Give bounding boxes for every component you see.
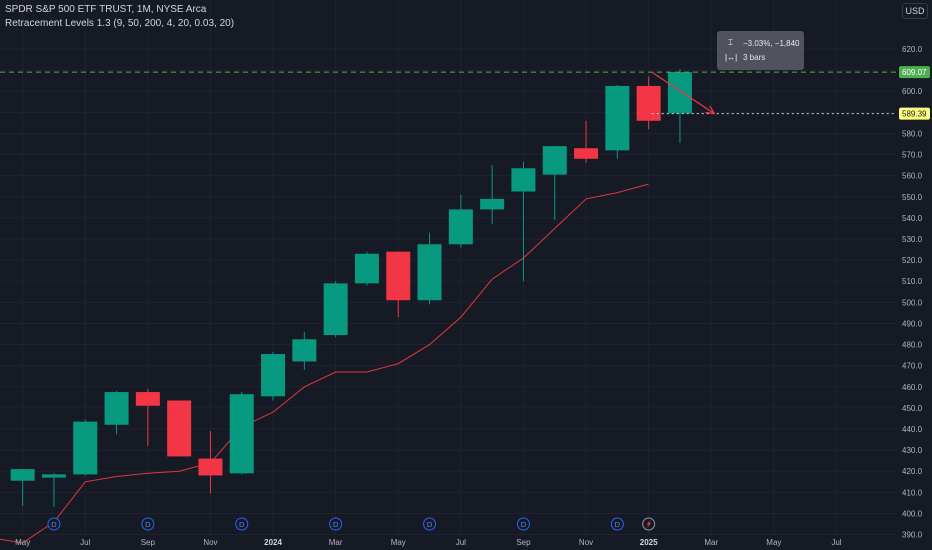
- candle-body[interactable]: [41, 474, 66, 478]
- dividend-marker-icon[interactable]: [516, 517, 530, 531]
- dividend-marker-icon[interactable]: [329, 517, 343, 531]
- dividend-marker-icon[interactable]: [423, 517, 437, 531]
- indicator-legend[interactable]: Retracement Levels 1.3 (9, 50, 200, 4, 2…: [5, 18, 235, 29]
- target-price-tag: 589.39: [902, 110, 927, 119]
- candle-body[interactable]: [636, 85, 661, 121]
- y-tick-label: 520.0: [902, 256, 923, 265]
- measure-bars-text: 3 bars: [743, 53, 766, 62]
- dividend-marker-label: D: [145, 520, 151, 529]
- x-tick-label: 2025: [640, 538, 658, 547]
- candle-body[interactable]: [292, 339, 317, 362]
- y-tick-label: 600.0: [902, 87, 923, 96]
- x-tick-label: Sep: [516, 538, 531, 547]
- y-tick-label: 410.0: [902, 488, 923, 497]
- y-tick-label: 480.0: [902, 341, 923, 350]
- y-tick-label: 510.0: [902, 277, 923, 286]
- x-tick-label: May: [766, 538, 781, 547]
- x-tick-label: Mar: [704, 538, 718, 547]
- x-tick-label: Sep: [141, 538, 156, 547]
- dividend-marker-label: D: [51, 520, 57, 529]
- candle-body[interactable]: [229, 394, 254, 474]
- dividend-marker-icon[interactable]: [235, 517, 249, 531]
- x-tick-label: Mar: [329, 538, 343, 547]
- candle-body[interactable]: [10, 469, 35, 481]
- dividend-marker-icon[interactable]: [141, 517, 155, 531]
- measure-bars-row: |↔| 3 bars: [725, 53, 765, 62]
- dividend-marker-label: D: [427, 520, 433, 529]
- y-tick-label: 540.0: [902, 214, 923, 223]
- dividend-marker-label: D: [239, 520, 245, 529]
- projection-arrow-head: [705, 105, 716, 115]
- price-range-icon: ⌶: [728, 38, 733, 47]
- candle-body[interactable]: [511, 168, 536, 192]
- last-price-tag-bg: [899, 66, 930, 79]
- dividend-marker-label: D: [521, 520, 527, 529]
- y-tick-label: 450.0: [902, 404, 923, 413]
- x-tick-label: Nov: [579, 538, 593, 547]
- y-tick-label: 470.0: [902, 362, 923, 371]
- candle-body[interactable]: [323, 283, 348, 336]
- candle-body[interactable]: [667, 72, 692, 114]
- moving-average-line: [0, 183, 649, 544]
- y-tick-label: 400.0: [902, 509, 923, 518]
- measure-change-row: ⌶ −3.03%, −1,840: [725, 38, 800, 48]
- measure-change-text: −3.03%, −1,840: [743, 38, 800, 48]
- y-tick-label: 530.0: [902, 235, 923, 244]
- x-tick-label: May: [15, 538, 30, 547]
- y-tick-label: 420.0: [902, 467, 923, 476]
- x-tick-label: Jul: [456, 538, 466, 547]
- y-tick-label: 550.0: [902, 193, 923, 202]
- x-tick-label: Jul: [831, 538, 841, 547]
- x-tick-label: Jul: [80, 538, 90, 547]
- x-tick-label: May: [391, 538, 406, 547]
- x-tick-label: Nov: [203, 538, 217, 547]
- candle-body[interactable]: [135, 392, 160, 406]
- y-tick-label: 430.0: [902, 446, 923, 455]
- symbol-title[interactable]: SPDR S&P 500 ETF TRUST, 1M, NYSE Arca: [5, 4, 207, 15]
- y-tick-label: 580.0: [902, 129, 923, 138]
- candle-body[interactable]: [542, 146, 567, 175]
- y-tick-label: 500.0: [902, 298, 923, 307]
- candle-body[interactable]: [448, 209, 473, 245]
- y-tick-label: 390.0: [902, 531, 923, 540]
- candle-body[interactable]: [167, 400, 192, 457]
- candle-body[interactable]: [73, 421, 98, 475]
- lightning-icon: [646, 520, 652, 528]
- y-tick-label: 460.0: [902, 383, 923, 392]
- candle-body[interactable]: [354, 253, 379, 284]
- y-tick-label: 570.0: [902, 151, 923, 160]
- candle-body[interactable]: [480, 198, 505, 210]
- dividend-marker-icon[interactable]: [610, 517, 624, 531]
- y-tick-label: 620.0: [902, 45, 923, 54]
- candle-body[interactable]: [198, 458, 223, 476]
- dividend-marker-label: D: [615, 520, 621, 529]
- y-tick-label: 490.0: [902, 319, 923, 328]
- y-tick-label: 560.0: [902, 172, 923, 181]
- x-tick-label: 2024: [264, 538, 282, 547]
- candle-body[interactable]: [104, 392, 129, 425]
- y-tick-label: 440.0: [902, 425, 923, 434]
- candle-body[interactable]: [417, 244, 442, 301]
- dividend-marker-icon[interactable]: [47, 517, 61, 531]
- projection-arrow-line[interactable]: [651, 71, 715, 115]
- candle-body[interactable]: [574, 148, 599, 159]
- currency-button[interactable]: USD: [902, 3, 928, 19]
- last-price-tag: 609.07: [902, 68, 927, 77]
- target-price-tag-bg: [899, 107, 930, 120]
- bar-range-icon: |↔|: [725, 53, 738, 62]
- dividend-marker-label: D: [333, 520, 339, 529]
- candle-body[interactable]: [261, 354, 286, 397]
- candle-body[interactable]: [605, 85, 630, 151]
- measure-tooltip: ⌶ −3.03%, −1,840 |↔| 3 bars: [717, 31, 804, 70]
- candle-body[interactable]: [386, 251, 411, 301]
